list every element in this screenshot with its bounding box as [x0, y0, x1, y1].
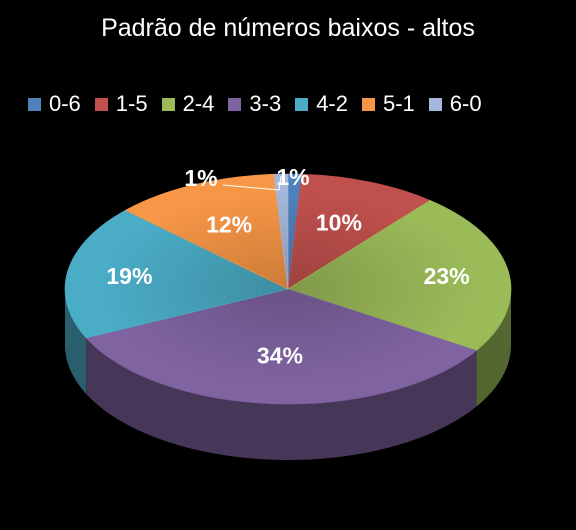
data-label-1-5: 10%	[316, 210, 362, 236]
pie-slice-6-0	[273, 173, 289, 290]
legend-swatch	[228, 97, 242, 111]
pie-slice-4-2	[64, 209, 289, 339]
pie-slice-2-4	[287, 200, 512, 351]
pie-labels: 1% 10% 23% 34% 19% 12% 1%	[106, 164, 469, 369]
legend-item-2-4: 2-4	[161, 91, 215, 117]
legend-label: 1-5	[115, 91, 148, 116]
chart-title: Padrão de números baixos - altos	[101, 14, 475, 42]
data-label-0-6: 1%	[276, 164, 309, 190]
pie-slice-1-5	[287, 173, 431, 290]
legend-swatch	[428, 97, 442, 111]
pie-slice-5-1	[124, 173, 289, 290]
legend-label: 5-1	[382, 91, 415, 116]
legend-label: 6-0	[449, 91, 482, 116]
legend-item-0-6: 0-6	[28, 91, 81, 117]
legend-swatch	[94, 97, 108, 111]
chart-legend: 0-6 1-5 2-4 3-3 4-2 5-1 6-0	[28, 90, 496, 118]
pie-slices	[64, 173, 512, 405]
data-label-2-4: 23%	[424, 263, 470, 289]
data-label-5-1: 12%	[206, 212, 252, 238]
leader-line	[222, 176, 282, 191]
data-label-3-3: 34%	[257, 343, 303, 369]
pie-side-3-3	[86, 337, 477, 460]
legend-item-6-0: 6-0	[428, 91, 482, 117]
legend-item-1-5: 1-5	[94, 91, 148, 117]
legend-swatch	[161, 97, 175, 111]
data-label-4-2: 19%	[106, 263, 152, 289]
legend-label: 2-4	[182, 91, 215, 116]
legend-item-5-1: 5-1	[361, 91, 415, 117]
legend-label: 4-2	[316, 91, 348, 116]
legend-item-3-3: 3-3	[228, 91, 281, 117]
pie-side-2-4	[476, 289, 511, 407]
pie-slice-3-3	[85, 288, 477, 405]
legend-label: 3-3	[249, 91, 282, 116]
pie-side-4-2	[65, 289, 87, 394]
pie-sides	[65, 289, 511, 460]
legend-item-4-2: 4-2	[295, 91, 348, 117]
legend-swatch	[361, 97, 375, 111]
legend-swatch	[28, 97, 41, 111]
legend-label: 0-6	[49, 91, 81, 116]
data-label-6-0: 1%	[184, 165, 217, 191]
legend-swatch	[295, 97, 309, 111]
